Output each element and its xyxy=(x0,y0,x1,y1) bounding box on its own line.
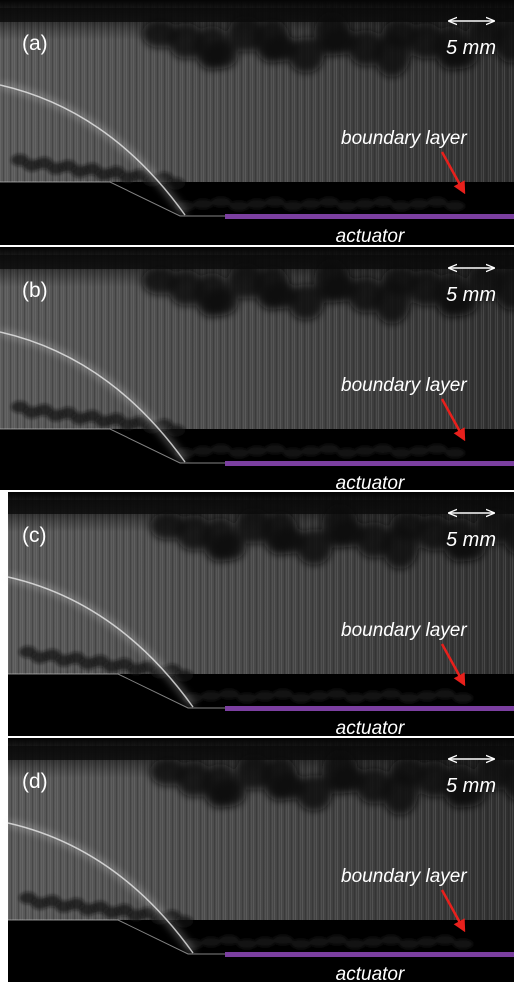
eddy xyxy=(291,939,311,949)
actuator-strip xyxy=(225,952,514,957)
eddy xyxy=(265,444,285,454)
eddy xyxy=(373,444,393,454)
eddy xyxy=(391,201,411,211)
eddy xyxy=(193,199,213,209)
actuator-label: actuator xyxy=(336,226,405,247)
actuator-label: actuator xyxy=(336,964,405,982)
page: actuator (a) 5 mm boundary layer actuator (b)… xyxy=(0,0,514,982)
eddy xyxy=(265,197,285,207)
eddy xyxy=(319,444,339,454)
eddy xyxy=(193,446,213,456)
eddy xyxy=(301,446,321,456)
eddy xyxy=(391,448,411,458)
eddy xyxy=(399,693,419,703)
eddy xyxy=(345,939,365,949)
wall-band xyxy=(8,500,514,514)
eddy xyxy=(355,199,375,209)
panel-label: (b) xyxy=(22,279,48,302)
eddy xyxy=(345,693,365,703)
eddy xyxy=(219,935,239,945)
actuator-strip xyxy=(225,706,514,711)
eddy xyxy=(273,689,293,699)
eddy xyxy=(337,201,357,211)
eddy xyxy=(445,448,465,458)
eddy xyxy=(211,444,231,454)
eddy xyxy=(247,199,267,209)
eddy xyxy=(363,937,383,947)
eddy xyxy=(399,939,419,949)
wall-band xyxy=(0,255,514,269)
eddy xyxy=(363,691,383,701)
eddy xyxy=(237,939,257,949)
eddy xyxy=(319,197,339,207)
eddy xyxy=(229,448,249,458)
eddy xyxy=(435,935,455,945)
panel-label: (d) xyxy=(22,770,48,793)
eddy xyxy=(167,178,185,190)
eddy xyxy=(175,670,193,682)
eddy xyxy=(327,935,347,945)
eddy xyxy=(273,935,293,945)
annotation: boundary layer xyxy=(341,375,467,396)
eddy xyxy=(435,689,455,699)
eddy xyxy=(309,937,329,947)
eddy xyxy=(291,693,311,703)
eddy xyxy=(373,197,393,207)
panel: actuator (b) 5 mm boundary layer xyxy=(0,247,514,494)
eddy xyxy=(417,937,437,947)
eddy xyxy=(453,939,473,949)
eddy xyxy=(327,689,347,699)
eddy xyxy=(201,691,221,701)
eddy xyxy=(211,197,231,207)
scale-label: 5 mm xyxy=(446,37,496,59)
eddy xyxy=(201,937,221,947)
eddy xyxy=(309,691,329,701)
eddy xyxy=(255,691,275,701)
eddy xyxy=(409,446,429,456)
scale-label: 5 mm xyxy=(446,529,496,551)
eddy xyxy=(381,935,401,945)
panel-label: (c) xyxy=(22,524,47,547)
eddy xyxy=(355,446,375,456)
scale-label: 5 mm xyxy=(446,775,496,797)
panel-label: (a) xyxy=(22,32,48,55)
eddy xyxy=(283,201,303,211)
actuator-label: actuator xyxy=(336,718,405,739)
wall-band xyxy=(8,746,514,760)
annotation: boundary layer xyxy=(341,866,467,887)
eddy xyxy=(255,937,275,947)
eddy xyxy=(283,448,303,458)
eddy xyxy=(381,689,401,699)
eddy xyxy=(427,197,447,207)
eddy xyxy=(247,446,267,456)
eddy xyxy=(417,691,437,701)
eddy xyxy=(409,199,429,209)
eddy xyxy=(337,448,357,458)
figure: actuator (a) 5 mm boundary layer actuator (b)… xyxy=(0,0,514,982)
eddy xyxy=(453,693,473,703)
eddy xyxy=(445,201,465,211)
eddy xyxy=(175,916,193,928)
annotation: boundary layer xyxy=(341,128,467,149)
panel: actuator (c) 5 mm boundary layer xyxy=(8,492,514,739)
eddy xyxy=(301,199,321,209)
actuator-strip xyxy=(225,461,514,466)
eddy xyxy=(219,689,239,699)
panel: actuator (a) 5 mm boundary layer xyxy=(0,0,514,247)
eddy xyxy=(167,425,185,437)
actuator-label: actuator xyxy=(336,473,405,494)
eddy xyxy=(427,444,447,454)
annotation: boundary layer xyxy=(341,620,467,641)
eddy xyxy=(237,693,257,703)
wall-band xyxy=(0,8,514,22)
scale-label: 5 mm xyxy=(446,284,496,306)
panel: actuator (d) 5 mm boundary layer xyxy=(8,738,514,982)
eddy xyxy=(229,201,249,211)
actuator-strip xyxy=(225,214,514,219)
